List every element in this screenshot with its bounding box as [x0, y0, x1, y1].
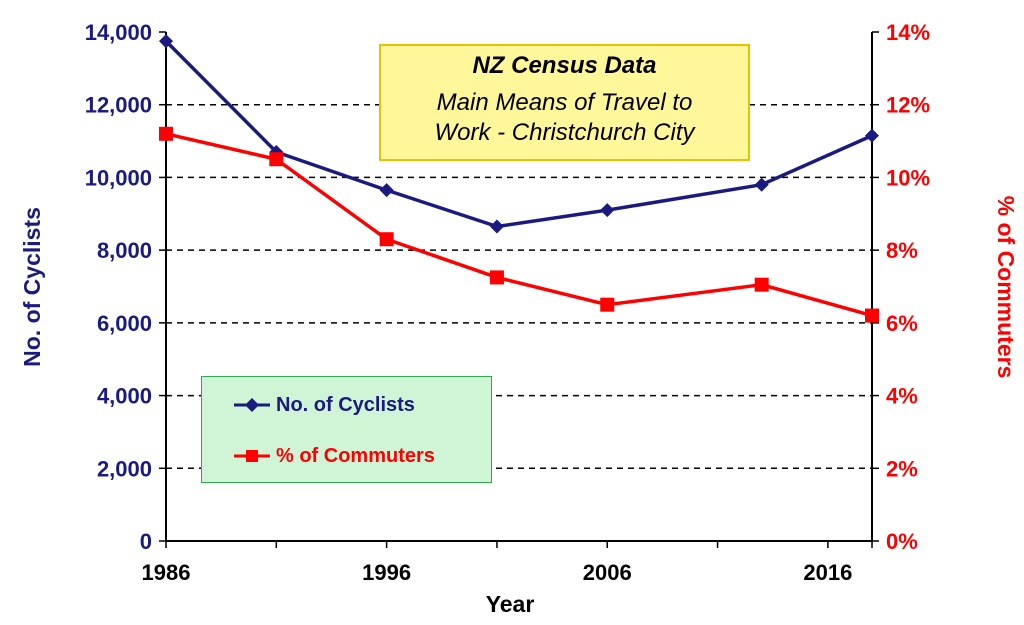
- data-point-square: [754, 277, 769, 292]
- chart-subtitle-line-1: Main Means of Travel to: [436, 89, 693, 116]
- x-tick-label: 1986: [142, 560, 191, 585]
- right-tick-label: 8%: [886, 238, 918, 263]
- right-tick-label: 14%: [886, 20, 930, 45]
- data-point-diamond: [159, 34, 173, 49]
- right-tick-label: 10%: [886, 165, 930, 190]
- chart-title-box: NZ Census Data Main Means of Travel to W…: [379, 44, 750, 161]
- left-tick-label: 0: [140, 529, 152, 554]
- data-point-square: [600, 297, 615, 312]
- legend-label-cyclists: No. of Cyclists: [276, 393, 415, 416]
- legend-item-cyclists: No. of Cyclists: [232, 393, 415, 417]
- left-tick-label: 10,000: [85, 165, 152, 190]
- x-tick-label: 2016: [803, 560, 852, 585]
- data-point-diamond: [754, 177, 769, 192]
- data-point-square: [159, 126, 173, 141]
- data-point-diamond: [865, 128, 879, 143]
- data-point-square: [269, 152, 284, 167]
- left-tick-label: 6,000: [97, 311, 152, 336]
- right-axis-title: % of Commuters: [993, 196, 1019, 379]
- data-point-square: [489, 270, 504, 285]
- left-tick-label: 2,000: [97, 456, 152, 481]
- left-tick-label: 14,000: [85, 20, 152, 45]
- right-tick-label: 2%: [886, 456, 918, 481]
- data-point-diamond: [489, 219, 504, 234]
- left-tick-label: 8,000: [97, 238, 152, 263]
- chart-title: NZ Census Data: [472, 52, 657, 79]
- data-point-square: [379, 232, 394, 247]
- left-axis-ticks: 0 2,000 4,000 6,000 8,000 10,000 12,000 14,000: [85, 20, 166, 554]
- left-axis-title: No. of Cyclists: [19, 207, 45, 367]
- legend-item-commuters: % of Commuters: [232, 444, 435, 468]
- left-tick-label: 12,000: [85, 93, 152, 118]
- right-axis-ticks: 0% 2% 4% 6% 8% 10% 12% 14%: [872, 20, 930, 554]
- right-tick-label: 4%: [886, 384, 918, 409]
- x-axis-title: Year: [486, 591, 535, 617]
- chart-subtitle-line-2: Work - Christchurch City: [434, 119, 695, 146]
- series-layer: [159, 34, 879, 323]
- data-point-square: [865, 308, 879, 323]
- x-axis-ticks: 1986 1996 2006 2016: [142, 541, 873, 585]
- right-tick-label: 0%: [886, 529, 918, 554]
- right-tick-label: 12%: [886, 93, 930, 118]
- left-tick-label: 4,000: [97, 384, 152, 409]
- data-point-diamond: [379, 183, 394, 198]
- axes: [165, 32, 873, 542]
- x-tick-label: 2006: [583, 560, 632, 585]
- data-point-diamond: [600, 203, 615, 218]
- legend-square-marker-icon: [234, 450, 270, 462]
- legend-label-commuters: % of Commuters: [276, 444, 435, 467]
- legend-diamond-marker-icon: [234, 398, 270, 412]
- legend: No. of Cyclists % of Commuters: [201, 376, 492, 483]
- right-tick-label: 6%: [886, 311, 918, 336]
- x-tick-label: 1996: [362, 560, 411, 585]
